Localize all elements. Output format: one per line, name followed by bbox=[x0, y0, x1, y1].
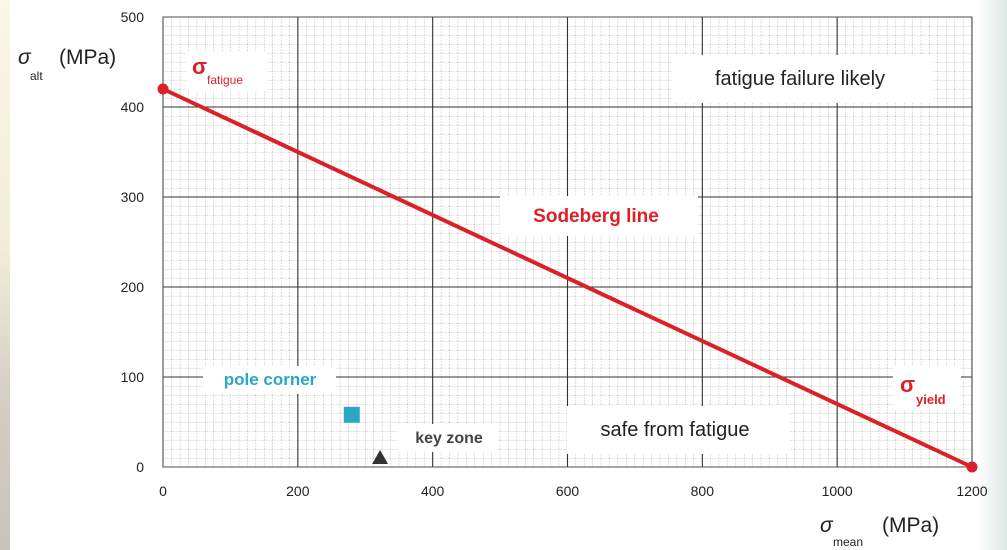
y-axis-symbol: σ bbox=[18, 46, 32, 69]
series-label-sodeberg: Sodeberg line bbox=[533, 206, 659, 227]
y-tick-label: 500 bbox=[121, 9, 145, 25]
fatigue-label-box bbox=[187, 52, 267, 90]
x-tick-label: 0 bbox=[159, 483, 167, 499]
yield-symbol: σ bbox=[900, 372, 915, 397]
x-tick-label: 200 bbox=[286, 483, 310, 499]
x-tick-label: 1000 bbox=[822, 483, 853, 499]
y-axis-unit: (MPa) bbox=[59, 46, 116, 69]
y-axis-label: σ alt (MPa) bbox=[18, 46, 116, 83]
region-label-failure: fatigue failure likely bbox=[715, 68, 885, 90]
y-axis-subscript: alt bbox=[30, 69, 43, 83]
y-tick-labels: 0 100 200 300 400 500 bbox=[121, 9, 145, 475]
yield-subscript: yield bbox=[916, 392, 946, 407]
x-tick-label: 400 bbox=[421, 483, 445, 499]
key-zone-label-box bbox=[398, 424, 498, 452]
x-axis-symbol: σ bbox=[820, 514, 834, 537]
key-zone-marker bbox=[372, 450, 389, 464]
x-axis-unit: (MPa) bbox=[882, 514, 939, 537]
plot-frame bbox=[162, 16, 973, 468]
marker-layer bbox=[343, 406, 389, 464]
y-tick-label: 0 bbox=[136, 459, 144, 475]
x-axis-subscript: mean bbox=[833, 535, 863, 549]
series-layer bbox=[157, 83, 978, 473]
y-tick-label: 200 bbox=[121, 279, 145, 295]
marker-label-pole-corner: pole corner bbox=[224, 370, 317, 389]
marker-label-key-zone: key zone bbox=[415, 430, 483, 447]
line-endpoint bbox=[157, 83, 169, 95]
x-tick-label: 600 bbox=[556, 483, 580, 499]
failure-label-box bbox=[672, 55, 932, 103]
safe-label-box bbox=[567, 406, 789, 454]
sodeberg-label-box bbox=[500, 196, 698, 236]
x-tick-labels: 0 200 400 600 800 1000 1200 bbox=[159, 483, 988, 499]
left-edge-decoration bbox=[0, 0, 10, 550]
y-tick-label: 300 bbox=[121, 189, 145, 205]
x-tick-label: 1200 bbox=[956, 483, 987, 499]
pole-corner-label-box bbox=[203, 366, 336, 394]
line-endpoint bbox=[966, 461, 978, 473]
x-axis-label: σ mean (MPa) bbox=[820, 514, 939, 549]
y-tick-label: 100 bbox=[121, 369, 145, 385]
y-tick-label: 400 bbox=[121, 99, 145, 115]
fatigue-symbol: σ bbox=[192, 54, 207, 79]
right-edge-decoration bbox=[977, 0, 1007, 550]
fatigue-subscript: fatigue bbox=[207, 73, 243, 87]
sodeberg-line bbox=[161, 87, 974, 469]
pole-corner-marker bbox=[343, 406, 360, 423]
yield-label-box bbox=[893, 366, 961, 410]
x-tick-label: 800 bbox=[691, 483, 715, 499]
region-label-safe: safe from fatigue bbox=[601, 419, 750, 441]
